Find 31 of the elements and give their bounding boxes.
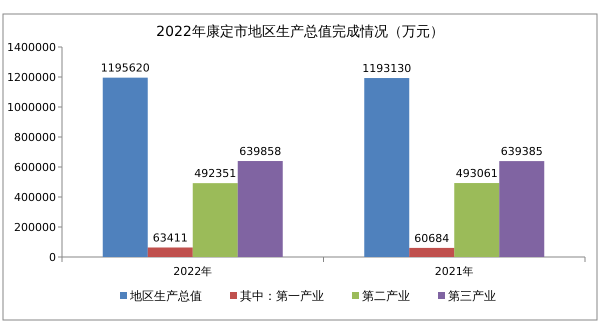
data-label: 1195620 (100, 62, 150, 75)
data-label: 60684 (414, 232, 450, 245)
y-tick-label: 1200000 (7, 71, 56, 84)
data-label: 63411 (152, 231, 188, 244)
y-tick-label: 0 (49, 251, 56, 264)
bar (454, 183, 500, 257)
y-tick-label: 1000000 (7, 101, 56, 114)
data-label: 1193130 (362, 62, 412, 76)
legend-label: 第三产业 (448, 289, 496, 303)
x-tick-label: 2021年 (434, 265, 474, 278)
bar (499, 161, 544, 257)
legend-label: 第二产业 (362, 289, 410, 303)
y-tick-label: 400000 (14, 191, 56, 204)
bar (102, 78, 148, 257)
data-label: 492351 (194, 167, 236, 180)
chart-title: 2022年康定市地区生产总值完成情况（万元） (156, 24, 444, 40)
legend-label: 地区生产总值 (129, 289, 202, 303)
bar (364, 78, 410, 257)
y-tick-label: 800000 (14, 131, 56, 144)
y-tick-label: 1400000 (7, 41, 56, 54)
bar (238, 161, 283, 257)
y-tick-label: 200000 (14, 221, 56, 234)
bar (409, 248, 454, 257)
bar (148, 247, 193, 257)
x-tick-label: 2022年 (173, 265, 212, 278)
data-label: 639385 (500, 145, 543, 158)
legend-label: 其中：第一产业 (240, 289, 324, 303)
bar (192, 183, 238, 257)
y-tick-label: 600000 (14, 161, 56, 174)
data-label: 639858 (239, 145, 282, 158)
data-label: 493061 (456, 167, 498, 180)
